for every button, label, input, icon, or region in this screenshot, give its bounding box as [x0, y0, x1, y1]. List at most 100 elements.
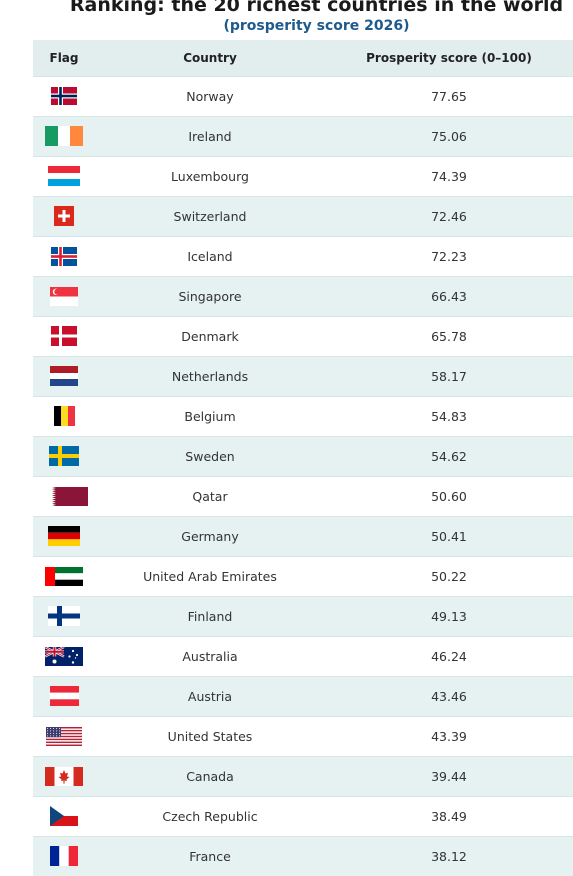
country-cell: Ireland	[188, 128, 232, 144]
table-row: Iceland 72.23	[33, 236, 573, 276]
score-cell: 38.49	[431, 808, 467, 824]
flag-cell	[33, 116, 95, 156]
czech-flag	[50, 806, 78, 826]
flag-cell	[33, 196, 95, 236]
table-row: Sweden 54.62	[33, 436, 573, 476]
table-row: Singapore 66.43	[33, 276, 573, 316]
score-cell: 50.22	[431, 568, 467, 584]
country-cell: Denmark	[181, 328, 239, 344]
table-row: Denmark 65.78	[33, 316, 573, 356]
table-row: United Arab Emirates 50.22	[33, 556, 573, 596]
country-cell: Singapore	[178, 288, 242, 304]
score-cell: 75.06	[431, 128, 467, 144]
column-header-flag: Flag	[49, 50, 79, 65]
belgium-flag	[53, 406, 75, 426]
table-row: United States 43.39	[33, 716, 573, 756]
score-cell: 38.12	[431, 848, 467, 864]
table-row: Qatar 50.60	[33, 476, 573, 516]
country-cell: Belgium	[184, 408, 236, 424]
flag-cell	[33, 596, 95, 636]
country-cell: Czech Republic	[162, 808, 258, 824]
flag-cell	[33, 556, 95, 596]
score-cell: 49.13	[431, 608, 467, 624]
table-row: Canada 39.44	[33, 756, 573, 796]
sweden-flag	[49, 446, 79, 466]
score-cell: 77.65	[431, 88, 467, 104]
country-cell: Netherlands	[171, 368, 249, 384]
score-cell: 65.78	[431, 328, 467, 344]
flag-cell	[33, 476, 95, 516]
flag-cell	[33, 796, 95, 836]
country-cell: Iceland	[187, 248, 233, 264]
score-cell: 50.60	[431, 488, 467, 504]
table-row: Australia 46.24	[33, 636, 573, 676]
flag-cell	[33, 396, 95, 436]
flag-cell	[33, 276, 95, 316]
uae-flag	[45, 566, 83, 586]
usa-flag	[46, 726, 82, 746]
flag-cell	[33, 636, 95, 676]
page-subtitle: (prosperity score 2026)	[223, 18, 410, 34]
flag-cell	[33, 836, 95, 876]
canada-flag	[45, 766, 83, 786]
flag-cell	[33, 676, 95, 716]
flag-cell	[33, 316, 95, 356]
ireland-flag	[45, 126, 83, 146]
norway-flag	[51, 87, 77, 105]
country-cell: Australia	[182, 648, 238, 664]
score-cell: 72.23	[431, 248, 467, 264]
flag-cell	[33, 716, 95, 756]
country-cell: Switzerland	[173, 208, 247, 224]
table-header-row: Flag Country Prosperity score (0–100)	[33, 40, 573, 76]
flag-cell	[33, 356, 95, 396]
table-row: Norway 77.65	[33, 76, 573, 116]
table-row: Luxembourg 74.39	[33, 156, 573, 196]
country-cell: United Arab Emirates	[143, 568, 277, 584]
country-cell: Canada	[186, 768, 234, 784]
country-cell: Austria	[187, 688, 233, 704]
table-row: Switzerland 72.46	[33, 196, 573, 236]
switzerland-flag	[54, 206, 74, 226]
singapore-flag	[50, 286, 78, 306]
table-row: Austria 43.46	[33, 676, 573, 716]
score-cell: 43.39	[431, 728, 467, 744]
score-cell: 74.39	[431, 168, 467, 184]
score-cell: 46.24	[431, 648, 467, 664]
qatar-flag	[40, 486, 88, 506]
table-row: Germany 50.41	[33, 516, 573, 556]
country-cell: Qatar	[192, 488, 228, 504]
score-cell: 58.17	[431, 368, 467, 384]
table-row: Belgium 54.83	[33, 396, 573, 436]
flag-cell	[33, 516, 95, 556]
table-row: France 38.12	[33, 836, 573, 876]
score-cell: 39.44	[431, 768, 467, 784]
score-cell: 54.62	[431, 448, 467, 464]
country-cell: Finland	[187, 608, 233, 624]
country-cell: Germany	[181, 528, 239, 544]
column-header-country: Country	[183, 50, 237, 65]
score-cell: 50.41	[431, 528, 467, 544]
score-cell: 54.83	[431, 408, 467, 424]
australia-flag	[45, 646, 83, 666]
germany-flag	[48, 526, 80, 546]
luxembourg-flag	[48, 166, 80, 186]
country-cell: Luxembourg	[171, 168, 249, 184]
finland-flag	[48, 606, 80, 626]
austria-flag	[49, 686, 79, 706]
score-cell: 43.46	[431, 688, 467, 704]
iceland-flag	[51, 246, 77, 266]
flag-cell	[33, 236, 95, 276]
table-body: Norway 77.65 Ireland 75.06 Luxembourg 74.39 Sw…	[33, 76, 573, 876]
country-cell: United States	[167, 728, 253, 744]
country-cell: Sweden	[185, 448, 235, 464]
table-row: Czech Republic 38.49	[33, 796, 573, 836]
country-cell: Norway	[186, 88, 234, 104]
flag-cell	[33, 76, 95, 116]
flag-cell	[33, 436, 95, 476]
score-cell: 72.46	[431, 208, 467, 224]
column-header-score: Prosperity score (0–100)	[366, 50, 532, 65]
table-row: Finland 49.13	[33, 596, 573, 636]
table-row: Netherlands 58.17	[33, 356, 573, 396]
flag-cell	[33, 156, 95, 196]
ranking-table: Flag Country Prosperity score (0–100) No…	[33, 40, 573, 876]
